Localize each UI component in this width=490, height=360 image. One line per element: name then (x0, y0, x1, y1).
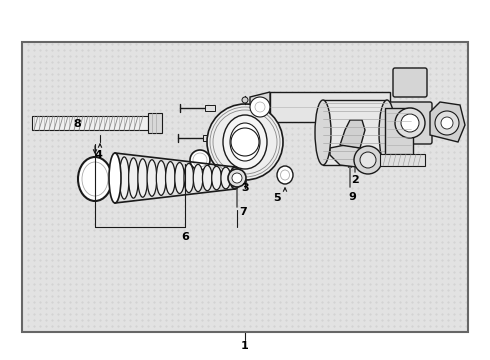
Circle shape (250, 97, 270, 117)
Text: 4: 4 (94, 150, 102, 160)
Ellipse shape (120, 157, 129, 199)
Ellipse shape (138, 159, 147, 197)
Ellipse shape (78, 157, 112, 201)
Bar (148, 113, 162, 133)
Ellipse shape (202, 165, 212, 191)
Bar (22, 42, 468, 332)
Text: 3: 3 (241, 183, 249, 193)
Ellipse shape (166, 162, 175, 194)
FancyBboxPatch shape (388, 102, 432, 144)
Polygon shape (250, 92, 270, 122)
Ellipse shape (230, 167, 240, 189)
Bar (380, 154, 425, 166)
Ellipse shape (110, 156, 120, 200)
Ellipse shape (212, 166, 221, 190)
Circle shape (395, 108, 425, 138)
Polygon shape (430, 102, 465, 142)
Text: 8: 8 (73, 119, 81, 129)
Ellipse shape (280, 170, 290, 180)
Ellipse shape (221, 167, 231, 189)
Text: 6: 6 (181, 232, 189, 242)
Circle shape (401, 114, 419, 132)
Ellipse shape (109, 153, 121, 203)
Ellipse shape (315, 100, 331, 165)
Text: 1: 1 (241, 341, 249, 351)
Text: 7: 7 (239, 207, 247, 217)
Circle shape (255, 102, 265, 112)
Text: 2: 2 (351, 175, 359, 185)
Bar (270, 92, 390, 122)
Circle shape (354, 146, 382, 174)
Ellipse shape (156, 161, 166, 195)
Ellipse shape (230, 123, 260, 161)
Circle shape (231, 128, 259, 156)
Text: 9: 9 (348, 192, 356, 202)
FancyBboxPatch shape (393, 68, 427, 97)
Ellipse shape (193, 165, 203, 192)
Ellipse shape (184, 163, 194, 193)
Polygon shape (340, 120, 365, 148)
Ellipse shape (175, 162, 184, 193)
Ellipse shape (379, 100, 395, 165)
Bar (203, 135, 213, 141)
Circle shape (232, 173, 242, 183)
Circle shape (228, 169, 246, 187)
Circle shape (207, 104, 283, 180)
Ellipse shape (147, 160, 157, 196)
Circle shape (190, 150, 210, 170)
Circle shape (441, 117, 453, 129)
Bar (323, 100, 387, 165)
Polygon shape (330, 145, 370, 168)
Ellipse shape (223, 115, 267, 169)
Ellipse shape (128, 158, 138, 198)
Ellipse shape (230, 168, 240, 188)
Circle shape (242, 97, 248, 103)
Bar (205, 105, 215, 111)
Bar (32, 116, 148, 130)
Bar (385, 108, 413, 157)
Circle shape (360, 152, 376, 168)
Circle shape (435, 111, 459, 135)
Bar (22, 42, 468, 332)
Ellipse shape (82, 162, 108, 196)
Text: 5: 5 (273, 193, 281, 203)
Circle shape (193, 153, 207, 167)
Ellipse shape (277, 166, 293, 184)
